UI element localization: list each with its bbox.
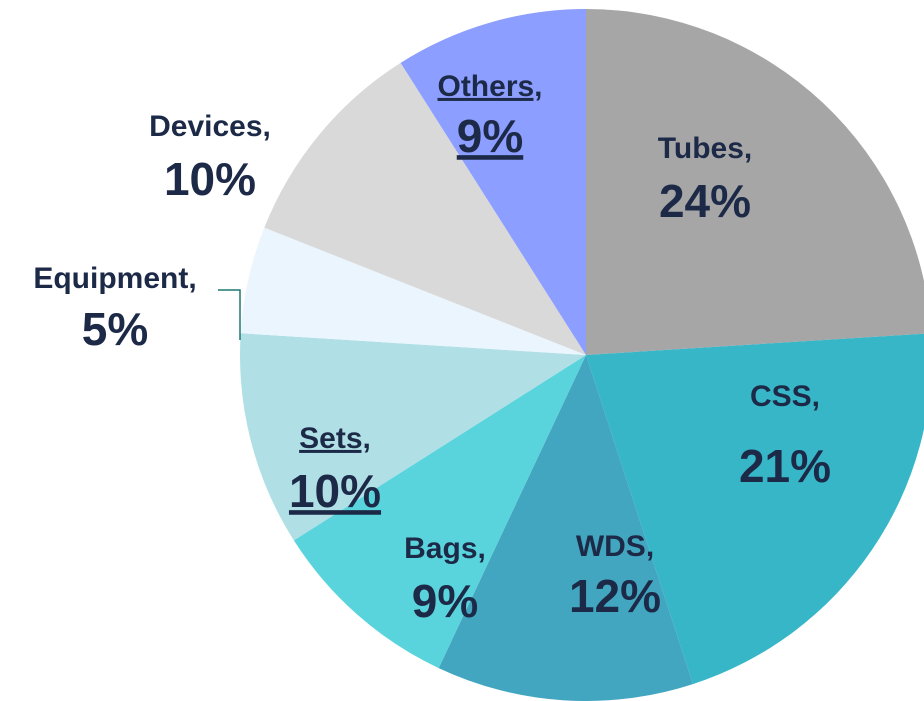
slice-label: Devices,: [149, 110, 271, 143]
pie-slice: [438, 355, 693, 701]
value-label: 9%: [457, 110, 523, 162]
value-label: 21%: [739, 440, 831, 492]
value-label: 10%: [164, 153, 256, 205]
pie-slice: [586, 333, 924, 685]
slice-label: Bags,: [404, 532, 486, 565]
value-label: 10%: [289, 465, 381, 517]
slice-label: CSS,: [750, 380, 820, 413]
pie-slice: [400, 9, 586, 355]
leader-line: [218, 289, 241, 340]
value-label: 12%: [569, 570, 661, 622]
pie-slice: [240, 333, 586, 541]
slice-label: Sets,: [299, 422, 371, 455]
pie-slice: [264, 62, 586, 355]
pie-slice: [586, 9, 924, 355]
slice-label: WDS,: [576, 530, 654, 563]
value-label: 24%: [659, 175, 751, 227]
pie-slice: [293, 355, 586, 669]
value-label: 9%: [412, 575, 478, 627]
slice-label: Others,: [437, 70, 542, 103]
value-label: 5%: [82, 303, 148, 355]
pie-slice: [240, 227, 587, 355]
slice-label: Tubes,: [658, 132, 752, 165]
slice-label: Equipment,: [33, 262, 196, 295]
